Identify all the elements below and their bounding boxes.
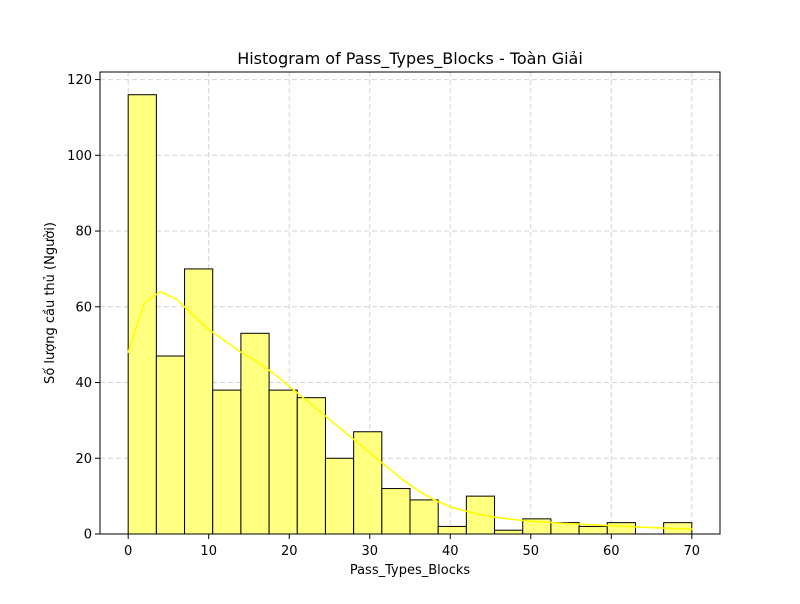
histogram-bar: [268, 389, 298, 535]
chart-title: Histogram of Pass_Types_Blocks - Toàn Gi…: [237, 49, 583, 69]
kde-curve: [127, 290, 693, 530]
histogram-bar: [324, 457, 355, 535]
x-tick-label: 20: [281, 544, 298, 559]
x-axis-ticks: 0 10 20 30 40 50 60 70: [124, 534, 700, 559]
histogram-bar: [606, 522, 636, 535]
histogram-bar: [240, 332, 270, 535]
histogram-bar: [409, 499, 439, 535]
bars-layer: [127, 94, 693, 535]
histogram-bar: [212, 389, 242, 535]
histogram-bar: [437, 525, 467, 535]
y-axis-label: Số lượng cầu thủ (Người): [43, 222, 58, 384]
histogram-bar: [381, 488, 411, 535]
y-tick-label: 100: [67, 149, 92, 164]
y-tick-label: 40: [75, 376, 92, 391]
y-tick-label: 20: [75, 452, 92, 467]
x-tick-label: 10: [200, 544, 217, 559]
y-tick-label: 60: [75, 300, 92, 315]
x-tick-label: 70: [684, 544, 701, 559]
histogram-bar: [353, 431, 383, 535]
y-tick-label: 120: [67, 73, 92, 88]
x-axis-label: Pass_Types_Blocks: [350, 563, 471, 578]
x-tick-label: 50: [523, 544, 540, 559]
x-tick-label: 0: [124, 544, 132, 559]
x-tick-label: 30: [361, 544, 378, 559]
histogram-bar: [578, 525, 608, 535]
y-tick-label: 0: [84, 528, 92, 543]
y-axis-ticks: 0 20 40 60 80 100 120: [67, 73, 100, 543]
kde-layer: [127, 290, 693, 530]
x-tick-label: 40: [442, 544, 459, 559]
x-tick-label: 60: [603, 544, 620, 559]
histogram-bar: [184, 268, 214, 535]
y-tick-label: 80: [75, 225, 92, 240]
histogram-bar: [296, 397, 326, 535]
histogram-bar: [494, 529, 524, 535]
histogram-bar: [127, 94, 157, 535]
histogram-bar: [155, 355, 186, 535]
plot-frame: [99, 71, 721, 535]
